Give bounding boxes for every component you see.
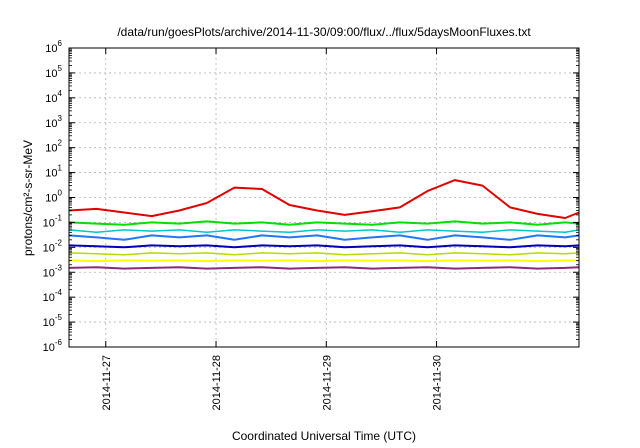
x-tick-label: 2014-11-27 — [101, 355, 113, 410]
y-axis-label: protons/cm²-s-sr-MeV — [21, 140, 35, 256]
y-tick-label: 10-2 — [43, 238, 63, 254]
y-tick-label: 10-1 — [43, 213, 63, 229]
ticks: 10-6 10-5 10-4 10-3 10-2 10-1 100 101 102 103 104 1… — [43, 39, 579, 410]
y-tick-label: 103 — [45, 114, 62, 130]
chart-title: /data/run/goesPlots/archive/2014-11-30/0… — [117, 25, 531, 39]
series-line-3 — [68, 234, 580, 241]
series-line-2 — [68, 229, 580, 234]
y-tick-label: 106 — [45, 39, 62, 55]
y-tick-label: 10-6 — [43, 338, 63, 354]
x-tick-label: 2014-11-28 — [211, 355, 223, 410]
series-line-1 — [68, 220, 580, 226]
y-tick-label: 104 — [45, 89, 62, 105]
y-tick-label: 105 — [45, 64, 62, 80]
x-tick-label: 2014-11-29 — [321, 355, 333, 410]
y-tick-label: 101 — [45, 164, 62, 180]
y-tick-label: 10-3 — [43, 263, 63, 279]
y-tick-label: 102 — [45, 139, 62, 155]
series-line-6 — [68, 259, 580, 263]
series-line-0 — [68, 179, 580, 219]
x-axis-label: Coordinated Universal Time (UTC) — [232, 429, 416, 443]
grid — [69, 48, 579, 347]
y-tick-label: 10-5 — [43, 313, 63, 329]
series-line-7 — [68, 266, 580, 270]
series-line-4 — [68, 244, 580, 249]
y-tick-label: 100 — [45, 189, 62, 205]
series-layer — [68, 179, 580, 270]
series-line-5 — [68, 252, 580, 256]
x-tick-label: 2014-11-30 — [432, 355, 444, 410]
y-tick-label: 10-4 — [43, 288, 63, 304]
